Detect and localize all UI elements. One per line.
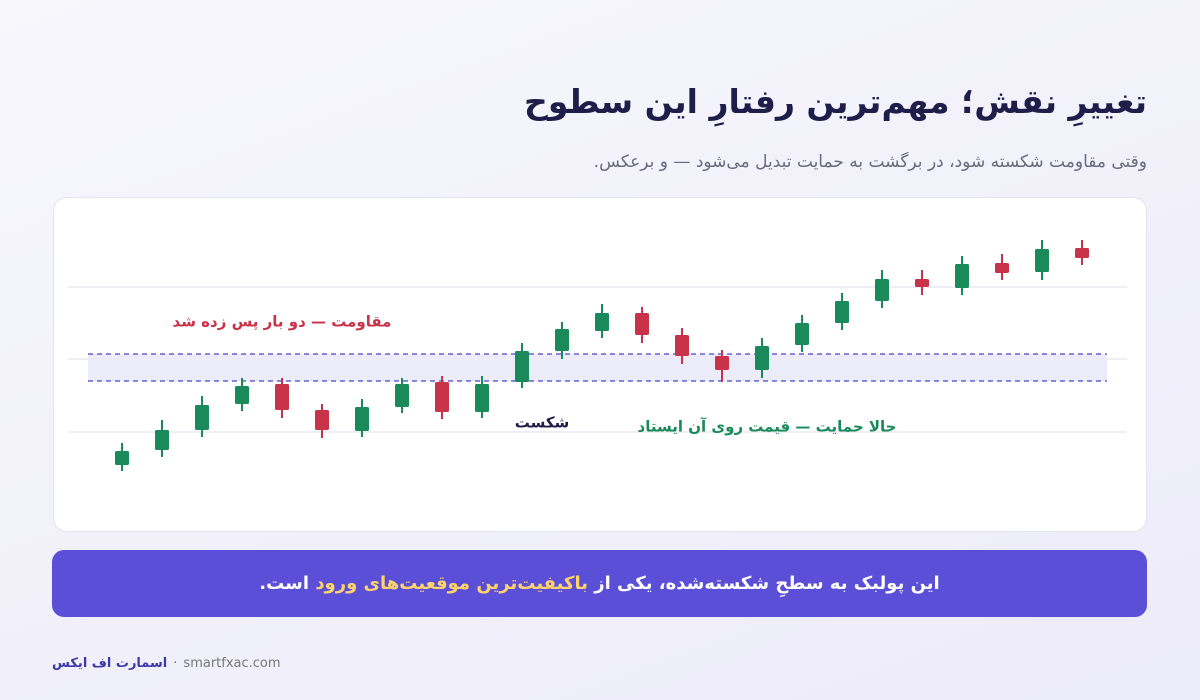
candle-body — [115, 451, 129, 465]
candle-body — [235, 386, 249, 404]
candle-body — [515, 351, 529, 382]
banner-text: این پولبک به سطحِ شکسته‌شده، یکی از — [587, 573, 940, 594]
candle-body — [1035, 249, 1049, 272]
candle-body — [875, 279, 889, 301]
candle-body — [915, 279, 929, 287]
candle-body — [315, 410, 329, 430]
candle-body — [475, 384, 489, 412]
annotation: حالا حمایت — قیمت روی آن ایستاد — [638, 418, 897, 436]
banner-text: است. — [259, 573, 316, 594]
candle-body — [835, 301, 849, 323]
separator: · — [173, 656, 178, 671]
candle-body — [195, 405, 209, 430]
candle-body — [155, 430, 169, 450]
subtitle: وقتی مقاومت شکسته شود، در برگشت به حمایت… — [593, 152, 1147, 172]
candle-body — [355, 407, 369, 431]
candle-body — [635, 313, 649, 335]
candle-body — [795, 323, 809, 345]
annotation: مقاومت — دو بار پس زده شد — [173, 313, 392, 332]
candle-body — [675, 335, 689, 356]
candle-body — [1075, 248, 1089, 258]
banner-highlight: باکیفیت‌ترین موقعیت‌های ورود — [315, 573, 588, 594]
footer: اسمارت اف ایکس · smartfxac.com — [52, 656, 281, 671]
candle-body — [955, 264, 969, 288]
brand: اسمارت اف ایکس — [52, 656, 168, 671]
candle-body — [595, 313, 609, 331]
zone — [88, 354, 1107, 381]
candle-body — [715, 356, 729, 370]
url: smartfxac.com — [183, 656, 281, 671]
title: تغییرِ نقش؛ مهم‌ترین رفتارِ این سطوح — [524, 82, 1147, 121]
banner: این پولبک به سطحِ شکسته‌شده، یکی از باکی… — [52, 550, 1147, 617]
candle-body — [755, 346, 769, 370]
candle-body — [275, 384, 289, 410]
candle-body — [555, 329, 569, 351]
annotation: شکست — [515, 414, 570, 432]
candle-body — [435, 382, 449, 412]
candle-body — [995, 263, 1009, 273]
candle-body — [395, 384, 409, 407]
